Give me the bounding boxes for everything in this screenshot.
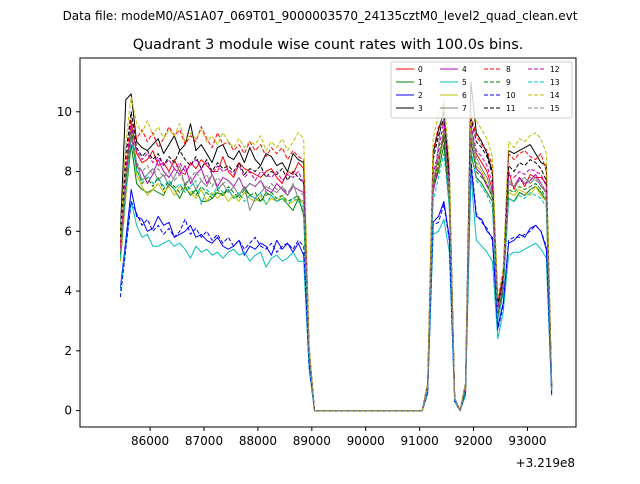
x-tick-label: 92000 [454, 434, 492, 448]
chart-suptitle: Data file: modeM0/AS1A07_069T01_90000035… [63, 9, 578, 23]
series-layer [119, 81, 553, 412]
x-tick-label: 89000 [293, 434, 331, 448]
x-tick-label: 90000 [347, 434, 385, 448]
series-line-13 [119, 138, 553, 412]
legend-label-0: 0 [418, 65, 423, 74]
legend-label-1: 1 [418, 78, 423, 87]
legend-label-5: 5 [462, 78, 467, 87]
legend-label-11: 11 [506, 104, 516, 113]
y-axis: 0 2 4 6 8 10 [57, 105, 80, 418]
legend-label-4: 4 [462, 65, 467, 74]
y-tick-label: 8 [64, 165, 72, 179]
x-tick-label: 88000 [239, 434, 277, 448]
legend-label-13: 13 [550, 78, 560, 87]
legend-label-8: 8 [506, 65, 511, 74]
series-line-15 [119, 129, 553, 412]
y-tick-label: 2 [64, 344, 72, 358]
legend-label-6: 6 [462, 91, 467, 100]
x-tick-label: 86000 [131, 434, 169, 448]
chart-title: Quadrant 3 module wise count rates with … [133, 37, 524, 53]
legend-label-14: 14 [550, 91, 560, 100]
x-tick-label: 87000 [185, 434, 223, 448]
plot-frame [79, 57, 577, 428]
legend-label-9: 9 [506, 78, 511, 87]
y-tick-label: 6 [64, 224, 72, 238]
legend-box [390, 61, 573, 119]
legend-label-12: 12 [550, 65, 560, 74]
series-line-14 [119, 96, 553, 412]
x-tick-label: 93000 [508, 434, 546, 448]
y-tick-label: 4 [64, 284, 72, 298]
legend-label-15: 15 [550, 104, 560, 113]
legend-label-10: 10 [506, 91, 516, 100]
legend-label-3: 3 [418, 104, 423, 113]
legend-label-2: 2 [418, 91, 423, 100]
y-tick-label: 10 [57, 105, 72, 119]
series-line-11 [119, 111, 553, 412]
x-tick-label: 91000 [401, 434, 439, 448]
x-offset-label: +3.219e8 [516, 456, 575, 470]
x-axis: 86000 87000 88000 89000 90000 91000 92000 93000 [131, 427, 547, 448]
legend-label-7: 7 [462, 104, 467, 113]
y-tick-label: 0 [64, 404, 72, 418]
